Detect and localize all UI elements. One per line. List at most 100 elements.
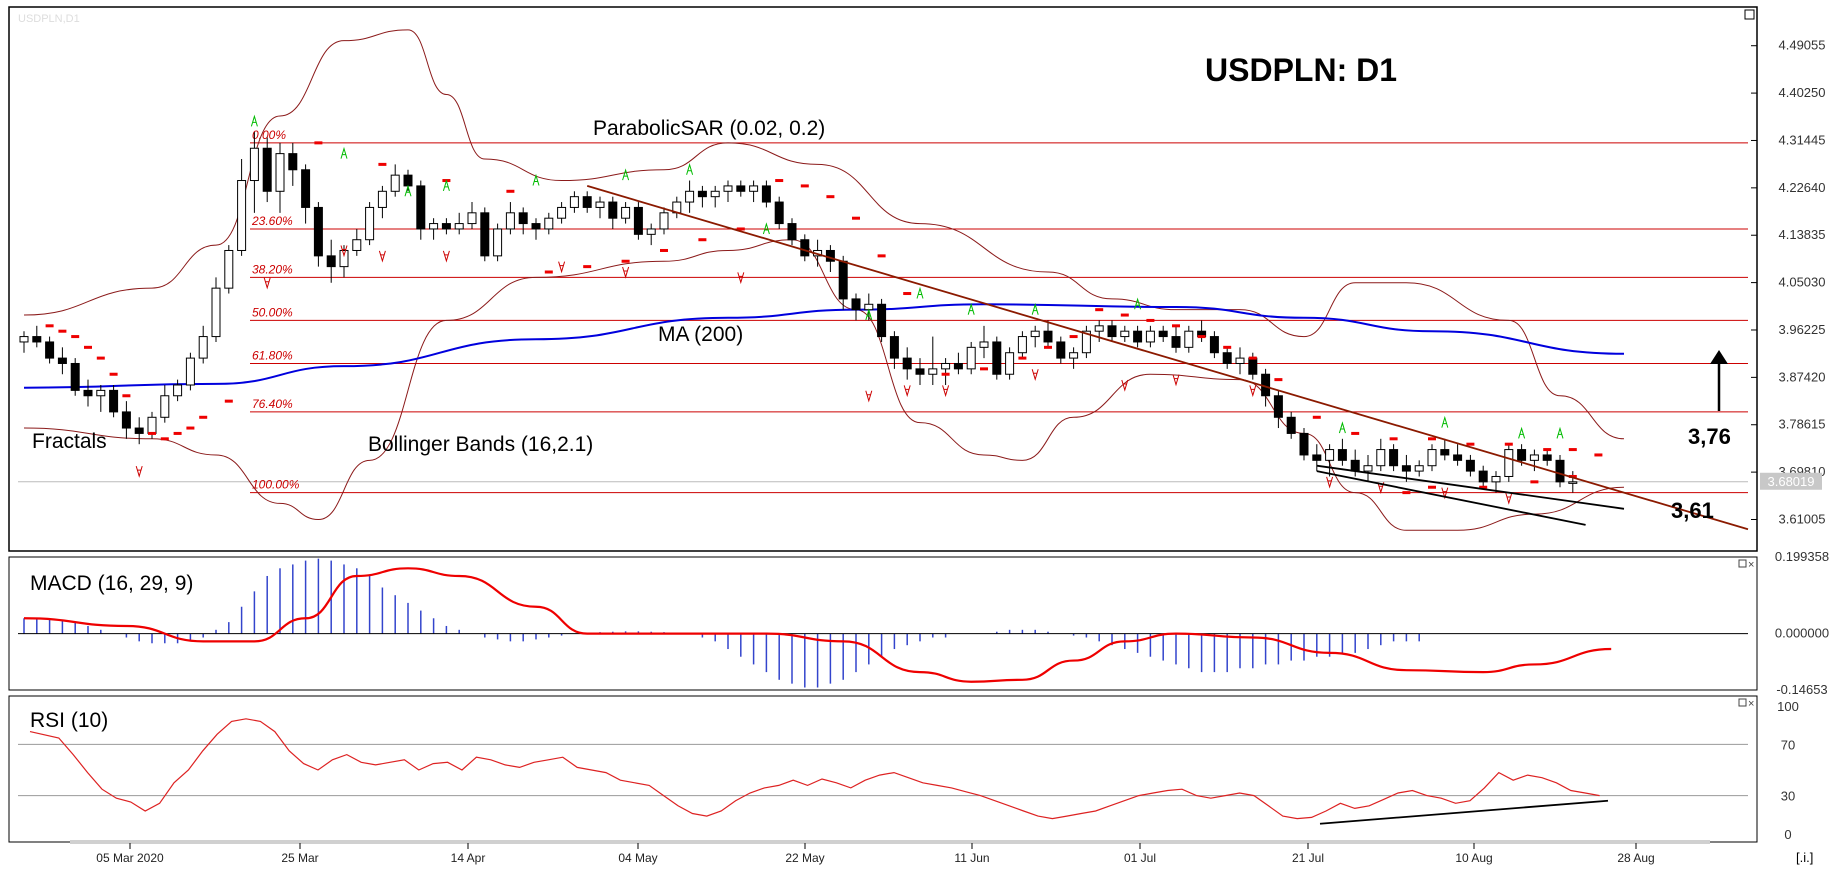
fractal-down-icon — [135, 465, 143, 478]
rsi-tick-label: 0 — [1784, 827, 1791, 842]
candle — [1209, 331, 1219, 359]
sar-dot — [1248, 356, 1257, 360]
fibonacci-level-label: 100.00% — [252, 478, 300, 492]
candle-body — [493, 228, 503, 257]
candle — [1427, 444, 1437, 472]
fractal-up-icon — [442, 179, 450, 192]
fractal-up-icon — [1441, 415, 1449, 428]
candle — [582, 191, 592, 213]
candle-body — [1517, 449, 1527, 461]
corner-ticker[interactable]: [.i.] — [1796, 850, 1813, 865]
bollinger-label: Bollinger Bands (16,2.1) — [368, 433, 593, 456]
candle-body — [390, 174, 400, 192]
candle-body — [1299, 432, 1309, 456]
sar-dot — [544, 270, 553, 274]
downtrend-line — [586, 185, 1749, 531]
fractal-up-icon — [967, 302, 975, 315]
price-tick-label: 3.78615 — [1779, 417, 1826, 432]
date-axis-bar — [70, 840, 1710, 844]
date-tick-label: 21 Jul — [1292, 851, 1324, 865]
maximize-button[interactable] — [1744, 9, 1755, 20]
sar-dot — [1389, 437, 1398, 441]
fibonacci-level-label: 50.00% — [252, 305, 293, 319]
candle-body — [1248, 357, 1258, 375]
sar-dot — [736, 227, 745, 231]
candle-body — [544, 217, 554, 230]
candle — [1043, 320, 1053, 348]
candle — [979, 325, 989, 359]
candle-body — [1504, 449, 1514, 477]
candle-body — [659, 212, 669, 230]
candle — [326, 239, 336, 283]
candle-body — [1094, 325, 1104, 332]
candle — [646, 223, 656, 246]
candle-body — [1184, 330, 1194, 348]
current-price-label: 3.68019 — [1768, 474, 1815, 489]
candle-body — [1273, 395, 1283, 418]
candle-body — [1069, 352, 1079, 359]
sar-dot — [84, 345, 92, 349]
symbol-tag: USDPLN,D1 — [18, 13, 80, 25]
candle — [1120, 325, 1130, 342]
current-price-tag — [1760, 472, 1822, 490]
fractal-down-icon — [1172, 374, 1180, 387]
candle — [1094, 320, 1104, 342]
candle-body — [825, 249, 835, 262]
candle — [198, 325, 208, 364]
date-tick-label: 01 Jul — [1124, 851, 1156, 865]
fractal-up-icon — [762, 222, 770, 235]
candle — [1542, 449, 1552, 466]
candle — [352, 228, 362, 256]
candle-body — [441, 223, 451, 230]
candle-body — [134, 427, 144, 434]
candle-body — [1325, 449, 1335, 461]
sar-dot — [1568, 474, 1577, 478]
candle-body — [1350, 459, 1360, 472]
candle — [173, 379, 183, 402]
candle-body — [211, 287, 221, 338]
candle-body — [902, 357, 912, 370]
candle — [1235, 347, 1245, 375]
candle — [1312, 444, 1322, 472]
candle-body — [1005, 352, 1015, 375]
candle-body — [608, 201, 618, 219]
sar-dot — [903, 292, 912, 296]
fractal-down-icon — [622, 266, 630, 279]
candle-body — [237, 180, 247, 251]
candle-body — [595, 201, 605, 208]
candle-body — [685, 190, 695, 203]
sar-dot — [378, 162, 387, 166]
ma200-label: MA (200) — [658, 323, 743, 346]
price-tick-label: 4.22640 — [1779, 180, 1826, 195]
candle-body — [1568, 481, 1578, 484]
candle — [774, 196, 784, 229]
rsi-panel-controls[interactable]: × — [1738, 698, 1754, 710]
candle-body — [1171, 336, 1181, 348]
candle-body — [851, 298, 861, 311]
candle-body — [1389, 449, 1399, 467]
candle-body — [262, 147, 272, 192]
candle — [1299, 428, 1309, 461]
sar-dot — [1120, 313, 1129, 317]
candle — [301, 164, 311, 224]
sar-dot — [583, 265, 592, 269]
fractal-down-icon — [263, 277, 271, 290]
candle-body — [198, 336, 208, 359]
candle-body — [838, 260, 848, 300]
candle-body — [403, 174, 413, 187]
candle — [531, 218, 541, 240]
candle — [83, 379, 93, 407]
candle-body — [877, 303, 887, 338]
candle-body — [147, 416, 157, 434]
sar-dot — [1095, 308, 1104, 312]
macd-panel-controls[interactable]: × — [1738, 559, 1754, 571]
sar-dot — [1146, 318, 1155, 322]
candle — [761, 180, 771, 208]
macd-tick-label: -0.14653 — [1776, 682, 1827, 697]
candle-body — [774, 201, 784, 225]
candle — [621, 202, 631, 224]
candle — [505, 202, 515, 235]
candle-body — [621, 206, 631, 219]
fibonacci-level-label: 0.00% — [252, 128, 286, 142]
